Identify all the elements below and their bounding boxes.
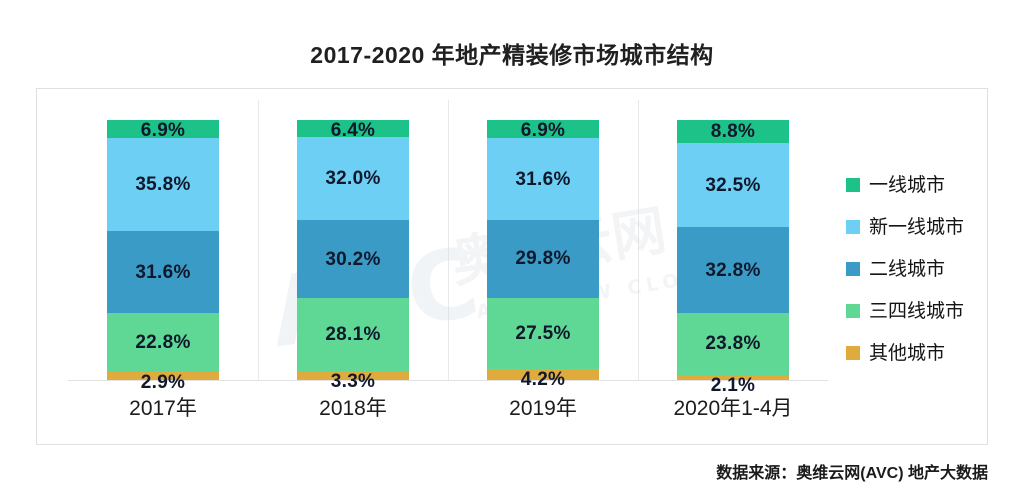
bar-segment-label: 32.0% <box>325 167 381 189</box>
legend-swatch-icon <box>846 304 860 318</box>
legend-item[interactable]: 新一线城市 <box>846 206 996 248</box>
x-axis-label: 2018年 <box>319 397 387 420</box>
bar-segment-label: 8.8% <box>710 120 756 142</box>
bar-segment-label: 32.8% <box>705 259 761 281</box>
bar-segment[interactable]: 6.4% <box>297 120 409 141</box>
legend-item-label: 一线城市 <box>869 174 946 196</box>
bar-segment[interactable]: 31.6% <box>487 137 599 221</box>
bar-stack[interactable]: 6.9% 31.6% 29.8% 27.5% 4.2% <box>487 120 599 389</box>
x-axis-label: 2020年1-4月 <box>673 397 793 420</box>
bar-segment[interactable]: 27.5% <box>487 297 599 370</box>
bar-segment-label: 28.1% <box>325 324 381 346</box>
legend-swatch-icon <box>846 178 860 192</box>
bar-segment[interactable]: 6.9% <box>107 120 219 141</box>
chart-legend: 一线城市新一线城市二线城市三四线城市其他城市 <box>846 164 996 374</box>
bar-segment-label: 31.6% <box>135 261 191 283</box>
gridline-vertical <box>448 100 449 380</box>
bar-segment-label: 31.6% <box>515 168 571 190</box>
bar-segment-label: 32.5% <box>705 174 761 196</box>
bar-segment[interactable]: 28.1% <box>297 298 409 372</box>
bar-stack[interactable]: 8.8% 32.5% 32.8% 23.8% 2.1% <box>677 120 789 395</box>
gridline-vertical <box>258 100 259 380</box>
legend-item-label: 其他城市 <box>869 342 946 364</box>
bar-segment[interactable]: 30.2% <box>297 219 409 299</box>
bar-segment[interactable]: 29.8% <box>487 220 599 298</box>
bar-segment[interactable]: 32.0% <box>297 136 409 220</box>
bar-segment-label: 4.2% <box>520 369 566 391</box>
bar-segment-label: 23.8% <box>705 333 761 355</box>
bar-segment-label: 6.4% <box>330 120 376 141</box>
chart-title: 2017-2020 年地产精装修市场城市结构 <box>310 42 714 68</box>
legend-item-label: 二线城市 <box>869 258 946 280</box>
plot-area <box>68 100 828 380</box>
bar-segment[interactable]: 8.8% <box>677 120 789 143</box>
x-axis-baseline <box>68 380 828 381</box>
legend-item-label: 三四线城市 <box>869 300 965 322</box>
bar-segment-label: 6.9% <box>140 120 186 141</box>
x-axis-label: 2019年 <box>509 397 577 420</box>
bar-segment[interactable]: 2.1% <box>677 374 789 395</box>
bar-segment[interactable]: 2.9% <box>107 372 219 392</box>
legend-item[interactable]: 三四线城市 <box>846 290 996 332</box>
legend-item-label: 新一线城市 <box>869 216 965 238</box>
bar-segment-label: 2.1% <box>710 374 756 396</box>
bar-segment-label: 22.8% <box>135 332 191 354</box>
bar-segment-label: 2.9% <box>140 372 186 394</box>
bar-segment[interactable]: 22.8% <box>107 313 219 373</box>
bar-segment-label: 6.9% <box>520 120 566 141</box>
bar-segment[interactable]: 6.9% <box>487 120 599 141</box>
bar-stack[interactable]: 6.4% 32.0% 30.2% 28.1% 3.3% <box>297 120 409 391</box>
bar-segment-label: 30.2% <box>325 248 381 270</box>
gridline-vertical <box>638 100 639 380</box>
bar-segment[interactable]: 3.3% <box>297 371 409 391</box>
bar-segment[interactable]: 32.8% <box>677 227 789 313</box>
bar-segment-label: 27.5% <box>515 322 571 344</box>
x-axis-label: 2017年 <box>129 397 197 420</box>
bar-segment[interactable]: 35.8% <box>107 137 219 232</box>
bar-stack[interactable]: 6.9% 35.8% 31.6% 22.8% 2.9% <box>107 120 219 392</box>
legend-swatch-icon <box>846 262 860 276</box>
bar-segment-label: 3.3% <box>330 371 376 393</box>
legend-swatch-icon <box>846 220 860 234</box>
legend-item[interactable]: 一线城市 <box>846 164 996 206</box>
bar-segment-label: 29.8% <box>515 248 571 270</box>
source-note: 数据来源：奥维云网(AVC) 地产大数据 <box>716 465 988 482</box>
bar-segment[interactable]: 4.2% <box>487 369 599 389</box>
legend-swatch-icon <box>846 346 860 360</box>
bar-segment[interactable]: 32.5% <box>677 142 789 228</box>
bar-segment-label: 35.8% <box>135 173 191 195</box>
legend-item[interactable]: 其他城市 <box>846 332 996 374</box>
bar-segment[interactable]: 23.8% <box>677 312 789 375</box>
bar-segment[interactable]: 31.6% <box>107 231 219 314</box>
legend-item[interactable]: 二线城市 <box>846 248 996 290</box>
